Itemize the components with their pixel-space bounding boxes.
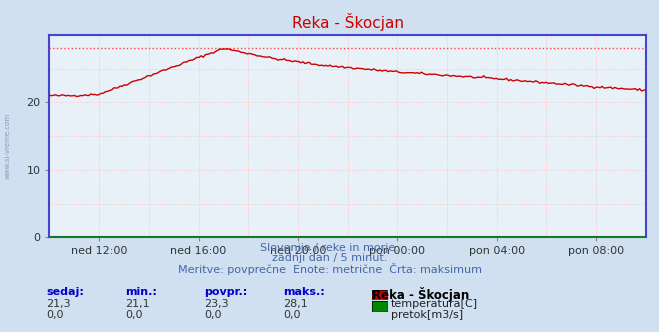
Text: min.:: min.: bbox=[125, 287, 157, 297]
Text: pretok[m3/s]: pretok[m3/s] bbox=[391, 310, 463, 320]
Text: 0,0: 0,0 bbox=[46, 310, 64, 320]
Text: maks.:: maks.: bbox=[283, 287, 325, 297]
Text: zadnji dan / 5 minut.: zadnji dan / 5 minut. bbox=[272, 253, 387, 263]
Text: 21,3: 21,3 bbox=[46, 299, 71, 309]
Title: Reka - Škocjan: Reka - Škocjan bbox=[292, 13, 403, 31]
Text: www.si-vreme.com: www.si-vreme.com bbox=[5, 113, 11, 179]
Text: temperatura[C]: temperatura[C] bbox=[391, 299, 478, 309]
Text: 0,0: 0,0 bbox=[204, 310, 222, 320]
Text: 28,1: 28,1 bbox=[283, 299, 308, 309]
Text: 21,1: 21,1 bbox=[125, 299, 150, 309]
Text: 0,0: 0,0 bbox=[125, 310, 143, 320]
Text: Meritve: povprečne  Enote: metrične  Črta: maksimum: Meritve: povprečne Enote: metrične Črta:… bbox=[177, 263, 482, 275]
Text: povpr.:: povpr.: bbox=[204, 287, 248, 297]
Text: 23,3: 23,3 bbox=[204, 299, 229, 309]
Text: Reka - Škocjan: Reka - Škocjan bbox=[372, 287, 470, 302]
Text: sedaj:: sedaj: bbox=[46, 287, 84, 297]
Text: Slovenija / reke in morje.: Slovenija / reke in morje. bbox=[260, 243, 399, 253]
Text: 0,0: 0,0 bbox=[283, 310, 301, 320]
